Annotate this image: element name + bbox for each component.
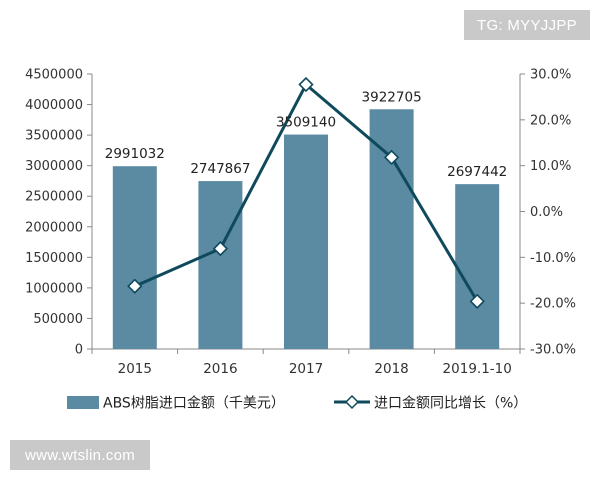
x-tick-label: 2015 — [118, 361, 152, 377]
bar — [198, 181, 243, 349]
growth-point — [298, 76, 314, 93]
legend-line-marker — [344, 394, 360, 410]
bar — [455, 184, 500, 349]
y-right-tick-label: 10.0% — [530, 159, 571, 174]
watermark-top: TG: MYYJJPP — [464, 10, 590, 40]
y-left-tick-label: 3000000 — [25, 159, 83, 174]
legend-line-label: 进口金额同比增长（%） — [374, 396, 527, 412]
y-left-tick-label: 2000000 — [25, 220, 83, 235]
y-right-tick-label: -30.0% — [530, 343, 576, 358]
growth-point — [469, 293, 485, 309]
x-tick-label: 2018 — [374, 361, 408, 377]
legend-bar-swatch — [67, 396, 99, 409]
y-right-tick-label: -10.0% — [530, 251, 576, 266]
x-tick-label: 2016 — [203, 361, 237, 377]
y-left-tick-label: 3500000 — [25, 129, 83, 144]
y-left-tick-label: 4000000 — [25, 98, 83, 113]
y-left-tick-label: 2500000 — [25, 190, 83, 205]
bar-data-label: 2991032 — [105, 146, 165, 162]
growth-point — [383, 149, 400, 166]
y-right-tick-label: -20.0% — [530, 297, 576, 312]
x-tick-label: 2019.1-10 — [443, 361, 512, 377]
bar — [369, 109, 414, 349]
bar-data-label: 2747867 — [190, 161, 250, 177]
y-left-tick-label: 0 — [75, 343, 83, 358]
watermark-bottom: www.wtslin.com — [10, 440, 150, 470]
growth-point — [127, 278, 143, 294]
growth-point — [212, 240, 229, 257]
bar — [112, 166, 157, 349]
bar-data-label: 3922705 — [362, 89, 422, 105]
y-right-tick-label: 0.0% — [530, 205, 563, 220]
legend-bar-label: ABS树脂进口金额（千美元） — [103, 396, 285, 412]
x-tick-label: 2017 — [289, 361, 323, 377]
bar-data-label: 3509140 — [276, 115, 336, 131]
bar-data-label: 2697442 — [447, 164, 507, 180]
y-right-tick-label: 20.0% — [530, 113, 571, 128]
y-left-tick-label: 1500000 — [25, 251, 83, 266]
bar — [284, 134, 328, 349]
y-left-tick-label: 4500000 — [25, 68, 83, 83]
y-left-tick-label: 500000 — [33, 312, 83, 327]
y-right-tick-label: 30.0% — [530, 68, 571, 83]
y-left-tick-label: 1000000 — [25, 281, 83, 296]
